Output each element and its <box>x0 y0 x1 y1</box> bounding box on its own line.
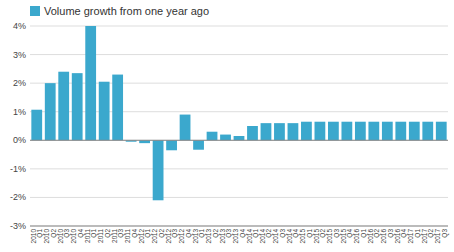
x-tick-label: 2010Q2 <box>43 229 58 244</box>
bars <box>31 26 446 200</box>
x-tick-label: 2014Q1 <box>246 229 261 244</box>
x-tick-label: 2014Q4 <box>286 229 301 244</box>
bar <box>328 122 339 141</box>
bar <box>99 82 110 141</box>
x-tick-label: 2011Q3 <box>111 229 126 243</box>
bar <box>31 110 42 141</box>
bar <box>112 75 123 141</box>
x-tick-label: 2017Q3 <box>434 229 449 244</box>
x-tick-label: 2014Q2 <box>259 229 274 244</box>
x-tick-label: 2016Q3 <box>380 229 395 244</box>
x-tick-label: 2011Q4 <box>124 229 138 243</box>
x-tick-label: 2011Q1 <box>84 229 99 243</box>
x-tick-label: 2015Q1 <box>299 229 314 244</box>
y-tick-label: -1% <box>10 164 26 174</box>
grid <box>30 26 448 226</box>
x-tick-label: 2013Q1 <box>192 229 207 244</box>
grid-line <box>30 226 448 227</box>
x-tick-label: 2013Q3 <box>219 229 234 244</box>
x-tick-label: 2011Q2 <box>97 229 112 243</box>
y-tick-label: 4% <box>13 21 26 31</box>
x-tick-label: 2015Q3 <box>326 229 341 244</box>
bar <box>193 140 204 149</box>
grid-line <box>30 168 448 169</box>
bar <box>72 73 83 140</box>
x-tick-label: 2017Q1 <box>407 229 422 244</box>
y-tick-label: -3% <box>10 221 26 231</box>
bar <box>274 123 285 140</box>
x-tick-label: 2015Q2 <box>313 229 328 244</box>
bar <box>368 122 379 141</box>
bar <box>153 140 164 200</box>
bar <box>315 122 326 141</box>
y-tick-label: 3% <box>13 50 26 60</box>
y-tick-label: 2% <box>13 78 26 88</box>
bar <box>180 115 191 141</box>
bar <box>382 122 393 141</box>
bar <box>355 122 366 141</box>
x-tick-label: 2013Q4 <box>232 229 247 244</box>
x-tick-label: 2012Q1 <box>138 229 153 244</box>
legend-label: Volume growth from one year ago <box>44 5 209 17</box>
bar <box>58 72 69 141</box>
bar <box>207 132 218 141</box>
x-tick-label: 2013Q2 <box>205 229 220 244</box>
x-axis-line <box>30 226 448 227</box>
zero-line <box>30 140 448 141</box>
bar <box>261 123 272 140</box>
x-tick-label: 2016Q1 <box>353 229 368 244</box>
y-tick-label: 1% <box>13 107 26 117</box>
legend-swatch <box>30 6 40 16</box>
bar <box>301 122 312 141</box>
bar <box>409 122 420 141</box>
y-tick-label: 0% <box>13 135 26 145</box>
grid-line <box>30 197 448 198</box>
bar <box>247 126 258 140</box>
x-tick-label: 2012Q4 <box>178 229 193 244</box>
bar <box>288 123 299 140</box>
bar <box>422 122 433 141</box>
x-tick-label: 2012Q2 <box>151 229 166 244</box>
bar <box>341 122 352 141</box>
bar <box>436 122 447 141</box>
x-tick-label: 2016Q4 <box>394 229 409 244</box>
x-tick-label: 2010Q4 <box>70 229 85 244</box>
x-tick-label: 2010Q3 <box>57 229 72 244</box>
x-tick-label: 2010Q1 <box>30 229 45 244</box>
grid-line <box>30 140 448 141</box>
chart: -3%-2%-1%0%1%2%3%4%2010Q12010Q22010Q3201… <box>0 0 454 252</box>
y-tick-label: -2% <box>10 192 26 202</box>
bar <box>45 83 56 140</box>
bar <box>220 135 231 141</box>
bar <box>234 136 245 140</box>
legend: Volume growth from one year ago <box>30 5 209 17</box>
bar <box>166 140 177 150</box>
bar <box>85 26 96 140</box>
x-tick-label: 2014Q3 <box>272 229 287 244</box>
x-tick-label: 2016Q2 <box>367 229 382 244</box>
bar <box>395 122 406 141</box>
x-tick-label: 2015Q4 <box>340 229 355 244</box>
x-tick-label: 2012Q3 <box>165 229 180 244</box>
x-tick-label: 2017Q2 <box>421 229 436 244</box>
